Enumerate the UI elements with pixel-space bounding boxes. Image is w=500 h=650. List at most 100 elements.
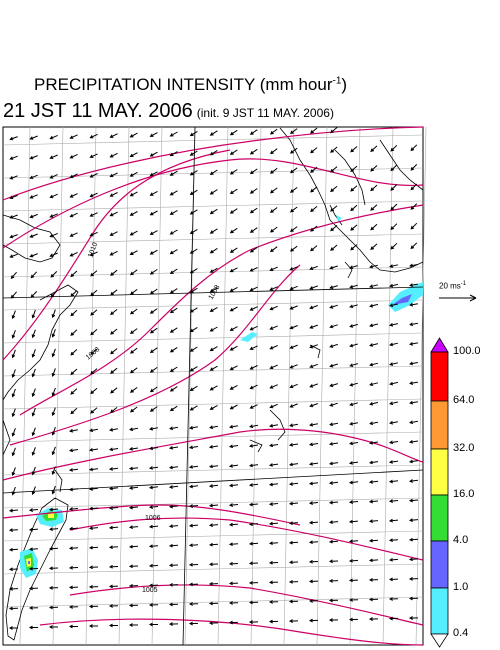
wind-vector — [268, 443, 279, 448]
wind-vector — [388, 460, 399, 464]
precip-area — [336, 215, 342, 222]
wind-vector — [369, 264, 379, 269]
wind-vector — [408, 479, 419, 483]
wind-vector — [268, 463, 279, 467]
wind-vector — [369, 284, 379, 288]
wind-vector — [169, 307, 178, 314]
wind-vector — [348, 461, 359, 465]
wind-vector — [149, 268, 158, 275]
wind-vector — [149, 327, 158, 334]
wind-vector — [188, 582, 199, 587]
wind-vector — [68, 624, 78, 629]
wind-vector — [11, 388, 16, 398]
colorbar-segment — [430, 540, 449, 589]
wind-vector — [249, 246, 258, 253]
wind-vector — [51, 368, 56, 377]
wind-vector — [348, 558, 359, 563]
grid-line — [2, 530, 424, 542]
latitude-line — [2, 469, 424, 494]
wind-vector — [370, 184, 378, 192]
wind-vector — [31, 309, 36, 319]
wind-vector — [31, 368, 36, 378]
wind-vector — [269, 167, 278, 174]
wind-vector — [109, 231, 118, 236]
wind-vector — [309, 403, 318, 408]
wind-vector — [348, 519, 359, 524]
wind-vector — [29, 174, 38, 179]
wind-vector — [149, 308, 158, 314]
grid-line — [151, 126, 163, 646]
grid-line — [2, 134, 424, 146]
colorbar-segment — [430, 448, 449, 496]
wind-vector — [268, 560, 279, 565]
wind-vector — [229, 424, 238, 429]
wind-vector — [48, 605, 59, 610]
wind-vector — [31, 466, 36, 476]
wind-vector — [149, 151, 158, 157]
wind-vector — [51, 329, 56, 338]
wind-vector — [49, 252, 58, 257]
wind-vector — [31, 447, 36, 456]
wind-vector — [288, 462, 299, 467]
wind-vector — [149, 406, 158, 412]
wind-vector — [108, 623, 118, 628]
wind-vector — [148, 485, 159, 490]
wind-vector — [149, 171, 158, 177]
wind-vector — [248, 502, 259, 507]
wind-vector — [110, 269, 118, 276]
isobar-line — [2, 158, 424, 249]
wind-vector — [149, 190, 158, 196]
wind-vector — [249, 286, 258, 292]
wind-vector — [269, 286, 278, 291]
wind-vector — [329, 324, 338, 329]
wind-vector — [188, 504, 199, 508]
wind-vector — [409, 283, 418, 287]
wind-vector — [289, 266, 298, 271]
wind-vector — [309, 422, 318, 427]
wind-vector — [289, 167, 298, 174]
wind-vector — [388, 597, 399, 601]
wind-vector — [109, 250, 118, 256]
wind-vector — [369, 382, 379, 386]
wind-vector — [310, 127, 318, 134]
wind-vector — [268, 541, 279, 546]
wind-vector — [288, 521, 299, 526]
wind-vector — [229, 208, 238, 214]
wind-vector — [209, 365, 218, 371]
wind-vector — [269, 246, 278, 253]
wind-vector — [349, 382, 358, 387]
wind-vector — [268, 600, 279, 604]
wind-vector — [369, 421, 378, 426]
isobar-label: 1005 — [142, 587, 158, 594]
wind-vector — [229, 404, 238, 410]
coastline — [2, 284, 79, 401]
wind-vector — [288, 482, 299, 486]
wind-vector — [188, 523, 199, 528]
wind-vector — [69, 134, 78, 139]
wind-vector — [269, 128, 278, 135]
wind-vector — [349, 421, 358, 426]
wind-vector — [108, 564, 119, 569]
wind-vector — [410, 203, 418, 210]
wind-vector — [209, 306, 218, 312]
wind-vector — [309, 383, 318, 388]
isobar-line — [2, 428, 424, 481]
wind-vector — [51, 466, 56, 475]
wind-vector — [109, 152, 118, 158]
wind-vector — [68, 448, 79, 453]
wind-vector — [129, 406, 138, 413]
wind-vector — [209, 228, 218, 234]
wind-vector — [328, 578, 339, 583]
colorbar-segment — [430, 351, 449, 402]
isobar-label: 1006 — [145, 515, 161, 522]
wind-vector — [8, 528, 19, 533]
wind-vector — [388, 577, 399, 582]
wind-vector — [68, 526, 79, 531]
wind-vector — [128, 447, 139, 451]
wind-vector — [269, 325, 278, 330]
wind-vector — [209, 247, 218, 254]
precip-area — [48, 513, 54, 518]
wind-vector — [11, 408, 16, 418]
wind-vector — [269, 187, 278, 194]
